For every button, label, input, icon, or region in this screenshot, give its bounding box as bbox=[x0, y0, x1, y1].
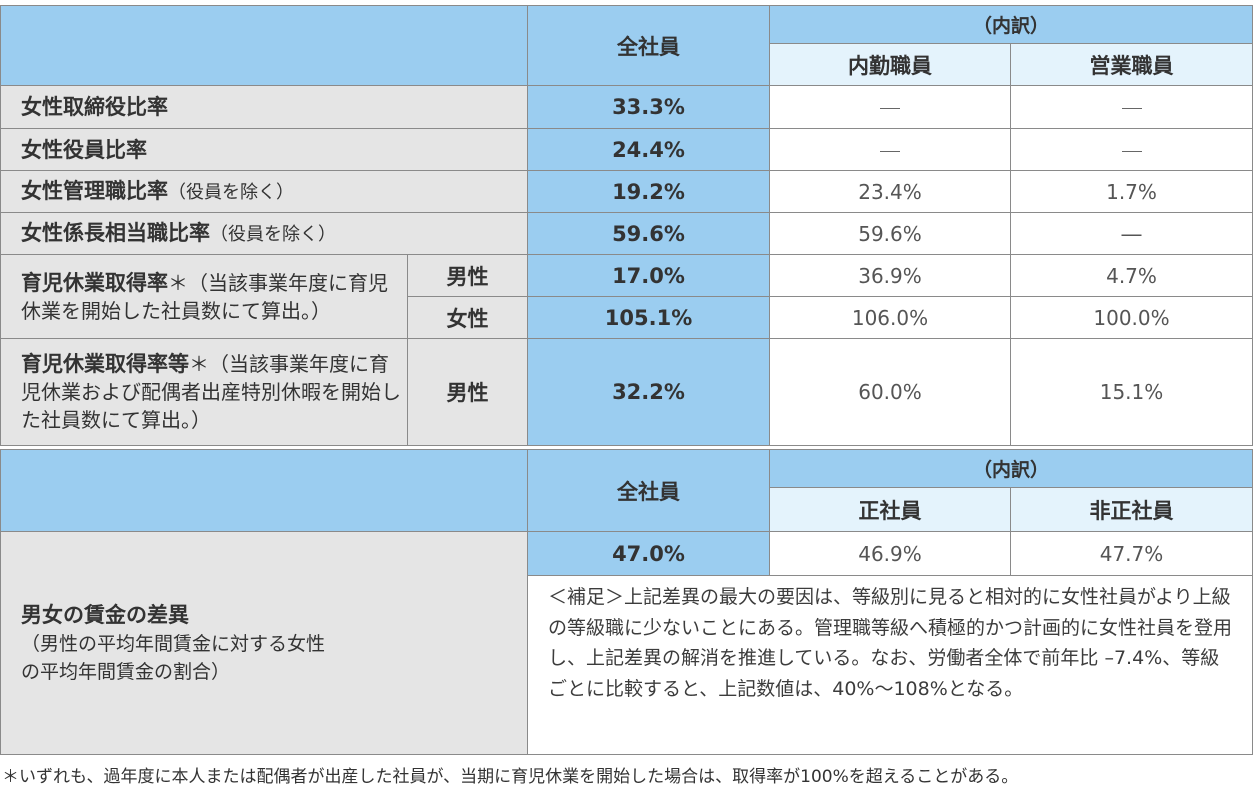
value-sales: 4.7% bbox=[1009, 254, 1254, 297]
value-office: 60.0% bbox=[769, 338, 1011, 446]
wage-gap-label: 男女の賃金の差異 （男性の平均年間賃金に対する女性の平均年間賃金の割合） bbox=[0, 531, 528, 755]
header-all-employees: 全社員 bbox=[527, 449, 770, 532]
value-nonregular: 47.7% bbox=[1009, 531, 1254, 576]
value-all: 24.4% bbox=[527, 128, 770, 171]
header-regular-staff: 正社員 bbox=[769, 487, 1011, 532]
value-office bbox=[769, 128, 1011, 171]
value-all: 17.0% bbox=[527, 254, 770, 297]
value-sales bbox=[1009, 85, 1254, 129]
value-all: 19.2% bbox=[527, 170, 770, 213]
footnote: ＊いずれも、過年度に本人または配偶者が出産した社員が、当期に育児休業を開始した場… bbox=[2, 767, 1019, 787]
header-breakdown: （内訳） bbox=[768, 5, 1254, 44]
value-all: 59.6% bbox=[527, 212, 770, 255]
header-nonregular-staff: 非正社員 bbox=[1009, 487, 1254, 532]
value-all: 105.1% bbox=[527, 296, 770, 339]
value-office bbox=[769, 85, 1011, 129]
supplement-note: ＜補足＞上記差異の最大の要因は、等級別に見ると相対的に女性社員がより上級の等級職… bbox=[526, 575, 1254, 755]
value-office: 23.4% bbox=[769, 170, 1011, 213]
header-breakdown: （内訳） bbox=[768, 449, 1254, 488]
row-label: 女性管理職比率（役員を除く） bbox=[0, 170, 528, 213]
value-all: 33.3% bbox=[527, 85, 770, 129]
row-label-childcare-etc: 育児休業取得率等＊（当該事業年度に育児休業および配偶者出産特別休暇を開始した社員… bbox=[0, 338, 408, 446]
header-sales-staff: 営業職員 bbox=[1009, 43, 1254, 86]
value-sales: 1.7% bbox=[1009, 170, 1254, 213]
dash-mark bbox=[880, 108, 900, 109]
value-all: 32.2% bbox=[527, 338, 770, 446]
row-label: 女性役員比率 bbox=[0, 128, 528, 171]
header-blank-cell bbox=[0, 449, 528, 532]
dash-mark bbox=[880, 150, 900, 152]
table-row: 女性取締役比率 33.3% bbox=[0, 85, 1254, 129]
row-label: 女性係長相当職比率（役員を除く） bbox=[0, 212, 528, 255]
table-row: 女性 105.1% 106.0% 100.0% bbox=[1, 296, 1254, 339]
sex-male: 男性 bbox=[407, 338, 528, 446]
wage-gap-table: 全社員 （内訳） 正社員 非正社員 男女の賃金の差異 （男性の平均年間賃金に対す… bbox=[0, 449, 1254, 755]
table-row: 育児休業取得率等＊（当該事業年度に育児休業および配偶者出産特別休暇を開始した社員… bbox=[0, 338, 1254, 446]
value-all: 47.0% bbox=[527, 531, 770, 576]
table-row: 育児休業取得率＊（当該事業年度に育児休業を開始した社員数にて算出。） 男性 17… bbox=[0, 254, 1254, 339]
header-all-employees: 全社員 bbox=[527, 5, 770, 86]
dash-mark bbox=[1121, 108, 1142, 109]
table-row: 女性役員比率 24.4% bbox=[0, 128, 1254, 171]
row-label: 女性取締役比率 bbox=[0, 85, 528, 129]
value-sales: ― bbox=[1009, 212, 1254, 255]
sex-female: 女性 bbox=[407, 296, 528, 339]
value-office: 59.6% bbox=[769, 212, 1011, 255]
row-label-childcare: 育児休業取得率＊（当該事業年度に育児休業を開始した社員数にて算出。） bbox=[0, 254, 408, 339]
value-regular: 46.9% bbox=[769, 531, 1011, 576]
dash-mark bbox=[1121, 150, 1142, 152]
table-row: 女性管理職比率（役員を除く） 19.2% 23.4% 1.7% bbox=[0, 170, 1254, 213]
table-row: 女性係長相当職比率（役員を除く） 59.6% 59.6% ― bbox=[0, 212, 1254, 255]
table-row: 男女の賃金の差異 （男性の平均年間賃金に対する女性の平均年間賃金の割合） 47.… bbox=[0, 531, 1254, 755]
header-office-staff: 内勤職員 bbox=[769, 43, 1011, 86]
value-sales: 15.1% bbox=[1009, 338, 1254, 446]
sex-male: 男性 bbox=[407, 254, 528, 297]
value-office: 36.9% bbox=[769, 254, 1011, 297]
wage-gap-title: 男女の賃金の差異 bbox=[21, 602, 189, 627]
value-office: 106.0% bbox=[769, 296, 1011, 339]
value-sales: 100.0% bbox=[1009, 296, 1254, 339]
header-blank-cell bbox=[0, 5, 528, 86]
wage-gap-subtitle: （男性の平均年間賃金に対する女性の平均年間賃金の割合） bbox=[21, 632, 326, 683]
diversity-metrics-table: 全社員 （内訳） 内勤職員 営業職員 女性取締役比率 33.3% 女性役員比率 … bbox=[0, 5, 1254, 446]
value-sales bbox=[1009, 128, 1254, 171]
